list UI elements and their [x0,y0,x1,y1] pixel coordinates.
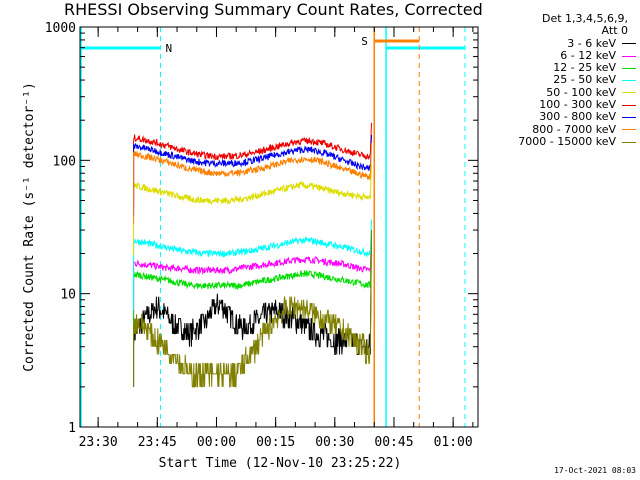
legend-entry: 6 - 12 keV [478,48,636,62]
x-tick-label: 01:00 [434,435,473,450]
legend-entry: 800 - 7000 keV [478,122,636,136]
legend-entry: 300 - 800 keV [478,111,636,123]
series-line [133,230,372,344]
legend-swatch [622,129,636,131]
legend-swatch [622,55,636,57]
legend-swatch [622,117,636,119]
legend-entry: 100 - 300 keV [478,98,636,112]
night-marker-label: N [165,42,172,55]
x-tick-label: 00:30 [315,435,354,450]
generation-timestamp: 17-Oct-2021 08:03 [554,466,636,475]
legend-swatch [622,80,636,82]
legend-swatch [622,104,636,106]
series-line [133,134,372,216]
series-layer [133,122,372,388]
series-line [133,230,372,333]
legend-entry-label: 25 - 50 keV [553,73,616,87]
legend-entry: 50 - 100 keV [478,85,636,99]
legend-header-2: Att 0 [601,24,628,38]
legend-swatch [622,43,636,45]
series-line [133,164,372,255]
chart-title: RHESSI Observing Summary Count Rates, Co… [64,0,483,19]
legend-entry-label: 300 - 800 keV [539,110,616,124]
legend-entry: 25 - 50 keV [478,74,636,86]
legend-entry: 12 - 25 keV [478,61,636,75]
legend-swatch [622,141,636,143]
series-line [133,142,372,224]
saa-marker-label: S [361,35,368,48]
legend-entry-label: 50 - 100 keV [546,85,616,99]
legend-swatch [622,92,636,94]
x-tick-label: 00:15 [256,435,295,450]
legend-entry-label: 12 - 25 keV [553,61,616,75]
legend-entry: 3 - 6 keV [478,36,636,50]
legend: Det 1,3,4,5,6,9, Att 0 3 - 6 keV 6 - 12 k… [478,12,636,149]
legend-entry-label: 800 - 7000 keV [532,122,616,136]
series-line [133,230,372,387]
legend-entry-label: 6 - 12 keV [560,48,616,62]
x-tick-label: 23:30 [79,435,118,450]
x-tick-label: 00:00 [197,435,236,450]
legend-entry-label: 3 - 6 keV [567,36,616,50]
attenuator-bars: NS [80,27,466,427]
legend-entry: 7000 - 15000 keV [478,134,636,148]
legend-entry-label: 100 - 300 keV [539,98,616,112]
series-line [133,122,372,208]
series-line [133,219,372,311]
legend-entry-label: 7000 - 15000 keV [518,134,616,148]
y-tick-label: 10 [60,288,76,303]
x-axis-label: Start Time (12-Nov-10 23:25:22) [159,456,402,471]
series-line [133,230,372,388]
legend-header-1: Det 1,3,4,5,6,9, [541,12,628,25]
x-tick-label: 00:45 [374,435,413,450]
y-tick-label: 1000 [45,21,76,36]
y-tick-label: 1 [68,421,76,436]
axes: 1 10 100 1000 23:30 23:45 00:00 00:15 00:30 00:45… [45,21,479,450]
legend-swatch [622,67,636,69]
x-tick-label: 23:45 [138,435,177,450]
y-axis-label: Corrected Count Rate (s⁻¹ detector⁻¹) [22,82,37,372]
legend-entries: 3 - 6 keV 6 - 12 keV 12 - 25 keV 25 - 50 ke… [478,36,636,149]
plot-frame [79,26,479,428]
y-tick-label: 100 [53,154,76,169]
